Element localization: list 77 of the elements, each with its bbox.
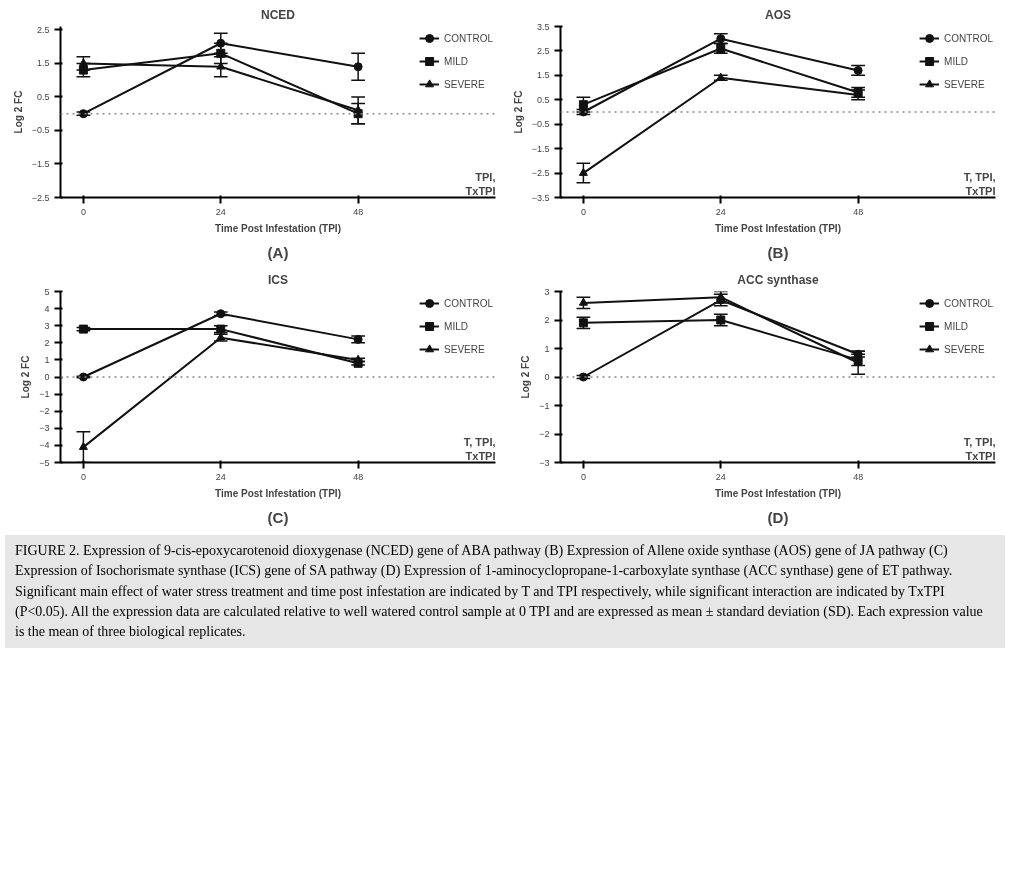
y-tick-label: 3	[544, 286, 550, 297]
y-tick-label: 1.5	[536, 70, 550, 81]
x-tick-label: 24	[715, 206, 726, 217]
annotation: T, TPI, TxTPI	[963, 436, 996, 463]
legend-label: SEVERE	[444, 78, 485, 90]
text: (C)	[267, 508, 289, 526]
x-tick-label: 48	[853, 206, 864, 217]
legend-label: SEVERE	[944, 343, 985, 355]
y-tick-label: 2.5	[36, 24, 50, 35]
annotation: TPI, TxTPI	[465, 171, 496, 198]
y-tick-label: −1.5	[531, 143, 550, 154]
annotation: T, TPI, TxTPI	[463, 436, 496, 463]
y-tick-label: 1.5	[36, 58, 50, 69]
x-tick-label: 24	[215, 206, 226, 217]
x-axis-title: Time Post Infestation (TPI)	[215, 487, 341, 499]
legend-label: SEVERE	[944, 78, 985, 90]
y-tick-label: 0.5	[536, 94, 550, 105]
x-tick-label: 0	[580, 471, 586, 482]
y-tick-label: 2	[544, 315, 550, 325]
legend-label: CONTROL	[444, 297, 493, 309]
legend-label: MILD	[444, 55, 468, 67]
caption: FIGURE 2. Expression of 9-cis-epoxycarotenoid dioxygenase (NCED) gene of ABA pathway (B) Expression of Allene oxide synthase (AOS) gene of JA pathway (C) Expression of Isochorismate synthase (ICS) gene of SA pathway (D) Expression of 1-aminocyclopropane-1-carboxylate synthase (ACC synthase) gene of ET pathway. Significant main effect of water stress treatment and time post infestation are indicated by T and TPI respectively, while significant interaction are indicated by TxTPI (P<0.05). All the expression data are calculated relative to well watered control sample at 0 TPI and are expressed as mean ± standard deviation (SD). Each expression value is the mean of three biological replicates.	[5, 535, 1005, 649]
y-axis-title: Log 2 FC	[12, 90, 24, 134]
text: (D)	[767, 508, 789, 526]
text: (B)	[767, 243, 789, 261]
y-tick-label: −1	[539, 400, 550, 411]
legend-label: SEVERE	[444, 343, 485, 355]
legend-label: CONTROL	[944, 32, 993, 44]
legend-label: MILD	[444, 320, 468, 332]
y-tick-label: 4	[44, 303, 50, 314]
x-tick-label: 48	[353, 206, 364, 217]
y-tick-label: −0.5	[31, 125, 50, 136]
y-tick-label: −1.5	[31, 158, 50, 169]
x-tick-label: 48	[353, 471, 364, 482]
legend-label: MILD	[944, 55, 968, 67]
y-tick-label: 2.5	[536, 45, 550, 56]
y-tick-label: −3.5	[531, 192, 550, 203]
x-tick-label: 24	[715, 471, 726, 482]
y-tick-label: −2.5	[531, 168, 550, 179]
x-axis-title: Time Post Infestation (TPI)	[715, 222, 841, 234]
chart-title: AOS	[765, 7, 792, 22]
x-tick-label: 24	[215, 471, 226, 482]
annotation: T, TPI, TxTPI	[963, 171, 996, 198]
x-axis-title: Time Post Infestation (TPI)	[215, 222, 341, 234]
x-axis-title: Time Post Infestation (TPI)	[715, 487, 841, 499]
y-tick-label: 1	[544, 343, 550, 354]
y-tick-label: 2	[44, 337, 50, 348]
y-axis-title: Log 2 FC	[512, 90, 524, 134]
x-tick-label: 0	[80, 206, 86, 217]
y-tick-label: −1	[39, 389, 50, 400]
y-tick-label: 1	[44, 354, 50, 365]
legend-label: CONTROL	[944, 297, 993, 309]
y-tick-label: −0.5	[531, 119, 550, 130]
chart-title: ACC synthase	[737, 272, 819, 287]
y-axis-title: Log 2 FC	[520, 355, 532, 399]
y-tick-label: 5	[44, 286, 50, 297]
y-tick-label: −2	[39, 406, 50, 417]
x-tick-label: 48	[853, 471, 864, 482]
y-axis-title: Log 2 FC	[20, 355, 32, 399]
y-tick-label: −2	[539, 429, 550, 439]
chart-title: ICS	[268, 272, 289, 287]
legend-label: MILD	[944, 320, 968, 332]
legend-label: CONTROL	[444, 32, 493, 44]
x-tick-label: 0	[580, 206, 586, 217]
y-tick-label: 0	[544, 372, 550, 382]
y-tick-label: 3.5	[536, 21, 550, 32]
x-tick-label: 0	[80, 471, 86, 482]
y-tick-label: 0.5	[36, 91, 50, 102]
y-tick-label: 3	[44, 320, 50, 331]
y-tick-label: −5	[39, 457, 50, 468]
y-tick-label: 0	[44, 372, 50, 382]
y-tick-label: −2.5	[31, 192, 50, 203]
y-tick-label: −3	[39, 423, 50, 434]
text: (A)	[267, 243, 289, 261]
y-tick-label: −3	[539, 457, 550, 468]
y-tick-label: −4	[39, 440, 50, 451]
chart-title: NCED	[261, 7, 296, 22]
